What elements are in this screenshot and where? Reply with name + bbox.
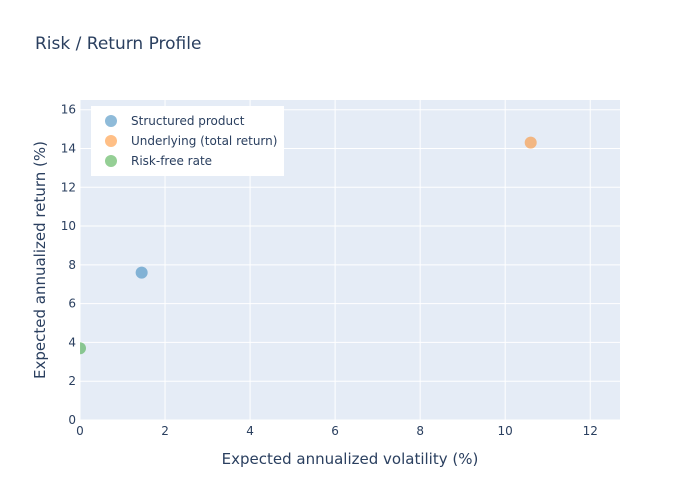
y-tick-label: 4 — [68, 335, 76, 349]
legend-marker — [105, 155, 117, 167]
legend-label[interactable]: Risk-free rate — [131, 154, 212, 168]
legend-label[interactable]: Structured product — [131, 114, 245, 128]
legend-label[interactable]: Underlying (total return) — [131, 134, 277, 148]
x-tick-label: 2 — [161, 424, 169, 438]
y-axis-ticks: 0 2 4 6 8 10 12 14 16 — [61, 103, 76, 427]
y-tick-label: 8 — [68, 258, 76, 272]
x-tick-label: 6 — [331, 424, 339, 438]
y-tick-label: 16 — [61, 103, 76, 117]
y-tick-label: 14 — [61, 141, 76, 155]
data-point-underlying-total-return[interactable] — [524, 136, 537, 149]
legend-box — [91, 106, 284, 176]
legend-marker — [105, 115, 117, 127]
y-tick-label: 12 — [61, 180, 76, 194]
x-tick-label: 4 — [246, 424, 254, 438]
y-axis-title: Expected annualized return (%) — [31, 141, 49, 379]
legend-marker — [105, 135, 117, 147]
data-point-risk-free-rate[interactable] — [74, 342, 86, 355]
y-tick-label: 10 — [61, 219, 76, 233]
y-tick-label: 0 — [68, 413, 76, 427]
data-points — [74, 136, 537, 355]
x-axis-title: Expected annualized volatility (%) — [222, 450, 479, 468]
data-point-structured-product[interactable] — [135, 266, 148, 279]
x-axis-ticks: 0 2 4 6 8 10 12 — [76, 424, 598, 438]
x-tick-label: 0 — [76, 424, 84, 438]
x-tick-label: 12 — [583, 424, 598, 438]
legend: Structured product Underlying (total retu… — [91, 106, 284, 176]
chart-title: Risk / Return Profile — [35, 34, 201, 54]
y-tick-label: 2 — [68, 374, 76, 388]
x-tick-label: 10 — [498, 424, 513, 438]
y-tick-label: 6 — [68, 297, 76, 311]
x-tick-label: 8 — [416, 424, 424, 438]
